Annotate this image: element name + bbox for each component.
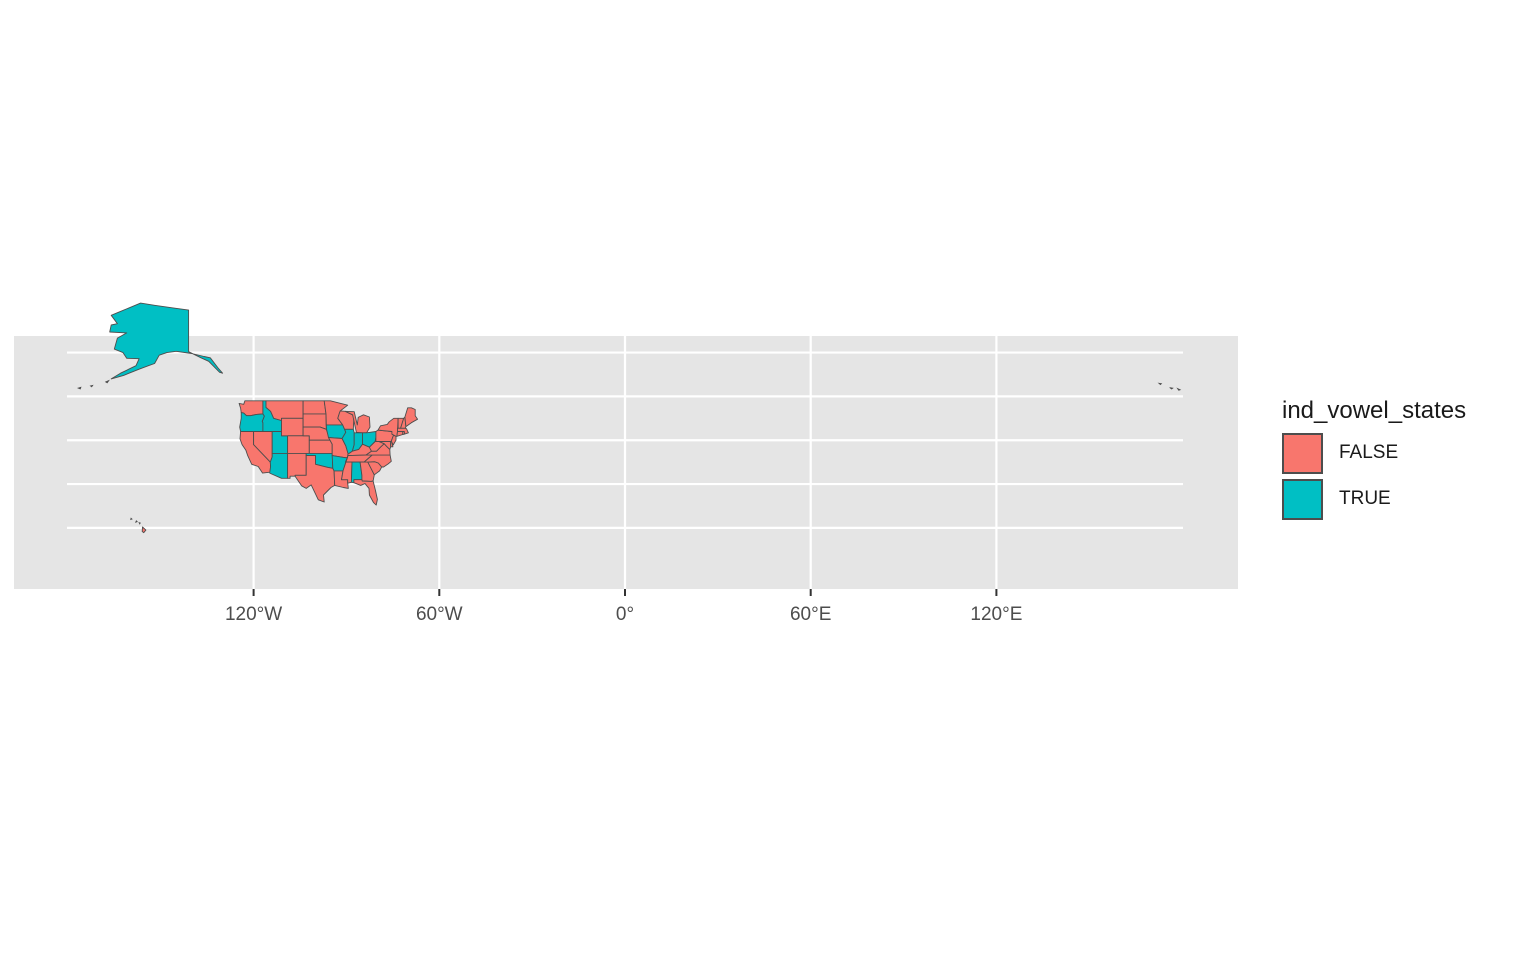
legend-item-false: FALSE	[1282, 430, 1532, 476]
x-axis: 120°W 60°W 0° 60°E 120°E	[225, 589, 1022, 625]
x-tick-label: 60°W	[416, 604, 463, 625]
island-fragment	[134, 520, 138, 523]
state-maine	[404, 407, 419, 428]
island-fragment	[130, 517, 133, 521]
state-north-dakota	[302, 400, 327, 415]
state-new-mexico	[287, 452, 307, 479]
state-texas	[294, 455, 336, 503]
x-tick-label: 0°	[616, 604, 634, 625]
state-regions	[76, 302, 1182, 534]
state-arizona	[269, 452, 289, 479]
island-fragment	[104, 379, 110, 384]
island-fragment	[1169, 387, 1174, 390]
state-colorado	[287, 435, 310, 454]
state-florida	[353, 479, 378, 506]
x-tick-label: 60°E	[790, 604, 831, 625]
state-wyoming	[281, 417, 304, 437]
island-fragment	[1176, 387, 1182, 391]
legend: ind_vowel_states FALSE TRUE	[1282, 392, 1532, 522]
legend-key-true	[1282, 478, 1323, 520]
x-tick-label: 120°W	[225, 604, 282, 625]
island-fragment	[138, 521, 141, 525]
x-tick-label: 120°E	[970, 604, 1022, 625]
state-alaska	[109, 302, 224, 380]
legend-label-false: FALSE	[1339, 442, 1399, 463]
legend-title: ind_vowel_states	[1282, 397, 1467, 424]
state-kansas	[308, 439, 333, 454]
legend-label-true: TRUE	[1339, 488, 1391, 509]
state-hawaii	[141, 526, 147, 534]
legend-item-true: TRUE	[1282, 476, 1532, 522]
state-oregon	[239, 412, 265, 432]
island-fragment	[1157, 382, 1163, 386]
island-fragment	[76, 386, 82, 390]
legend-key-false	[1282, 432, 1323, 474]
island-fragment	[89, 384, 94, 388]
